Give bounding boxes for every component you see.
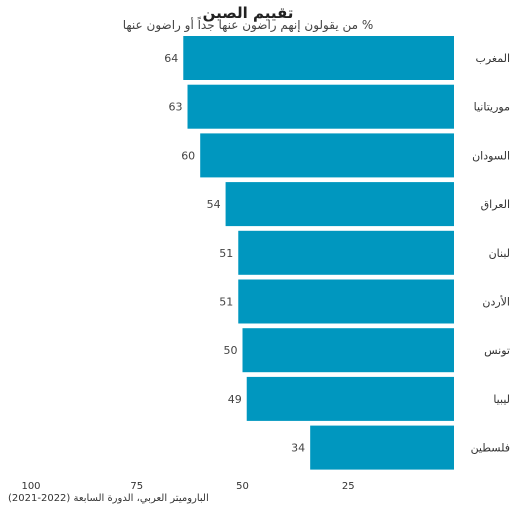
bar-6: [242, 328, 454, 373]
x-tick-label-3: 25: [342, 481, 355, 490]
value-label-2: 60: [181, 149, 195, 162]
value-label-8: 34: [291, 442, 305, 455]
bar-3: [225, 182, 454, 227]
value-label-6: 50: [224, 344, 238, 357]
bar-8: [310, 425, 454, 470]
category-label-0: المغرب: [476, 52, 511, 65]
category-label-2: السودان: [472, 149, 510, 162]
category-label-6: تونس: [484, 344, 510, 357]
category-label-3: العراق: [481, 198, 510, 211]
value-label-5: 51: [219, 296, 233, 309]
bar-4: [238, 230, 454, 275]
value-label-0: 64: [164, 52, 178, 65]
x-tick-label-0: 100: [21, 481, 40, 490]
value-label-3: 54: [207, 198, 221, 211]
value-label-7: 49: [228, 393, 242, 406]
bar-7: [246, 376, 454, 421]
category-label-7: ليبيا: [493, 393, 510, 406]
category-label-4: لبنان: [489, 247, 510, 260]
value-label-4: 51: [219, 247, 233, 260]
category-label-5: الأردن: [482, 295, 510, 309]
x-tick-label-2: 50: [236, 481, 249, 490]
bar-chart: 64 المغرب 63 موريتانيا 60 السودان 54 العراق 51 لب…: [21, 36, 511, 490]
x-tick-label-1: 75: [130, 481, 143, 490]
value-label-1: 63: [169, 101, 183, 114]
bar-2: [200, 133, 454, 178]
chart-subtitle: % من يقولون إنهم راضون عنها جداً أو راضو…: [122, 18, 374, 32]
chart-title: تقييم الصين: [202, 4, 294, 22]
bar-0: [183, 36, 454, 80]
category-label-1: موريتانيا: [474, 101, 510, 114]
bar-5: [238, 279, 454, 324]
category-label-8: فلسطين: [471, 442, 510, 455]
source-note: الباروميتر العربي، الدورة السابعة (2022-…: [8, 493, 209, 504]
bar-1: [187, 84, 454, 129]
